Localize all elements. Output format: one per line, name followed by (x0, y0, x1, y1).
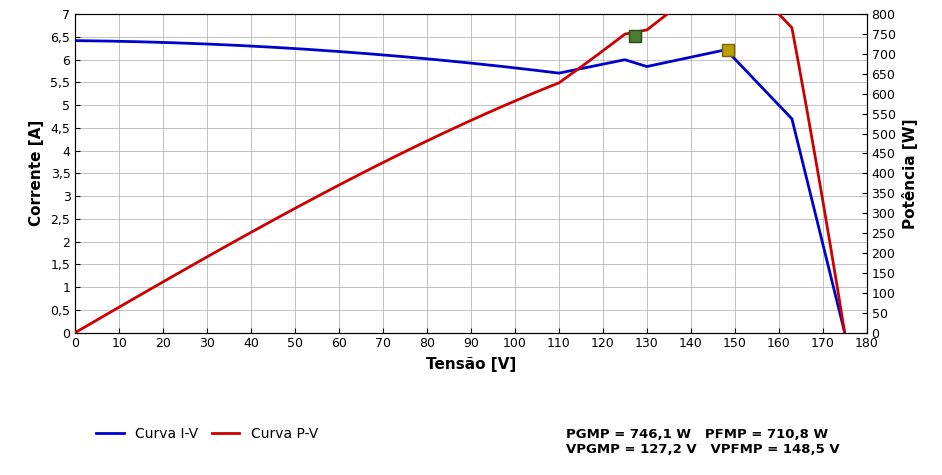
Text: PGMP = 746,1 W   PFMP = 710,8 W
VPGMP = 127,2 V   VPFMP = 148,5 V: PGMP = 746,1 W PFMP = 710,8 W VPGMP = 12… (566, 428, 839, 456)
Y-axis label: Potência [W]: Potência [W] (902, 118, 918, 228)
X-axis label: Tensão [V]: Tensão [V] (426, 357, 516, 372)
Y-axis label: Corrente [A]: Corrente [A] (28, 120, 43, 227)
